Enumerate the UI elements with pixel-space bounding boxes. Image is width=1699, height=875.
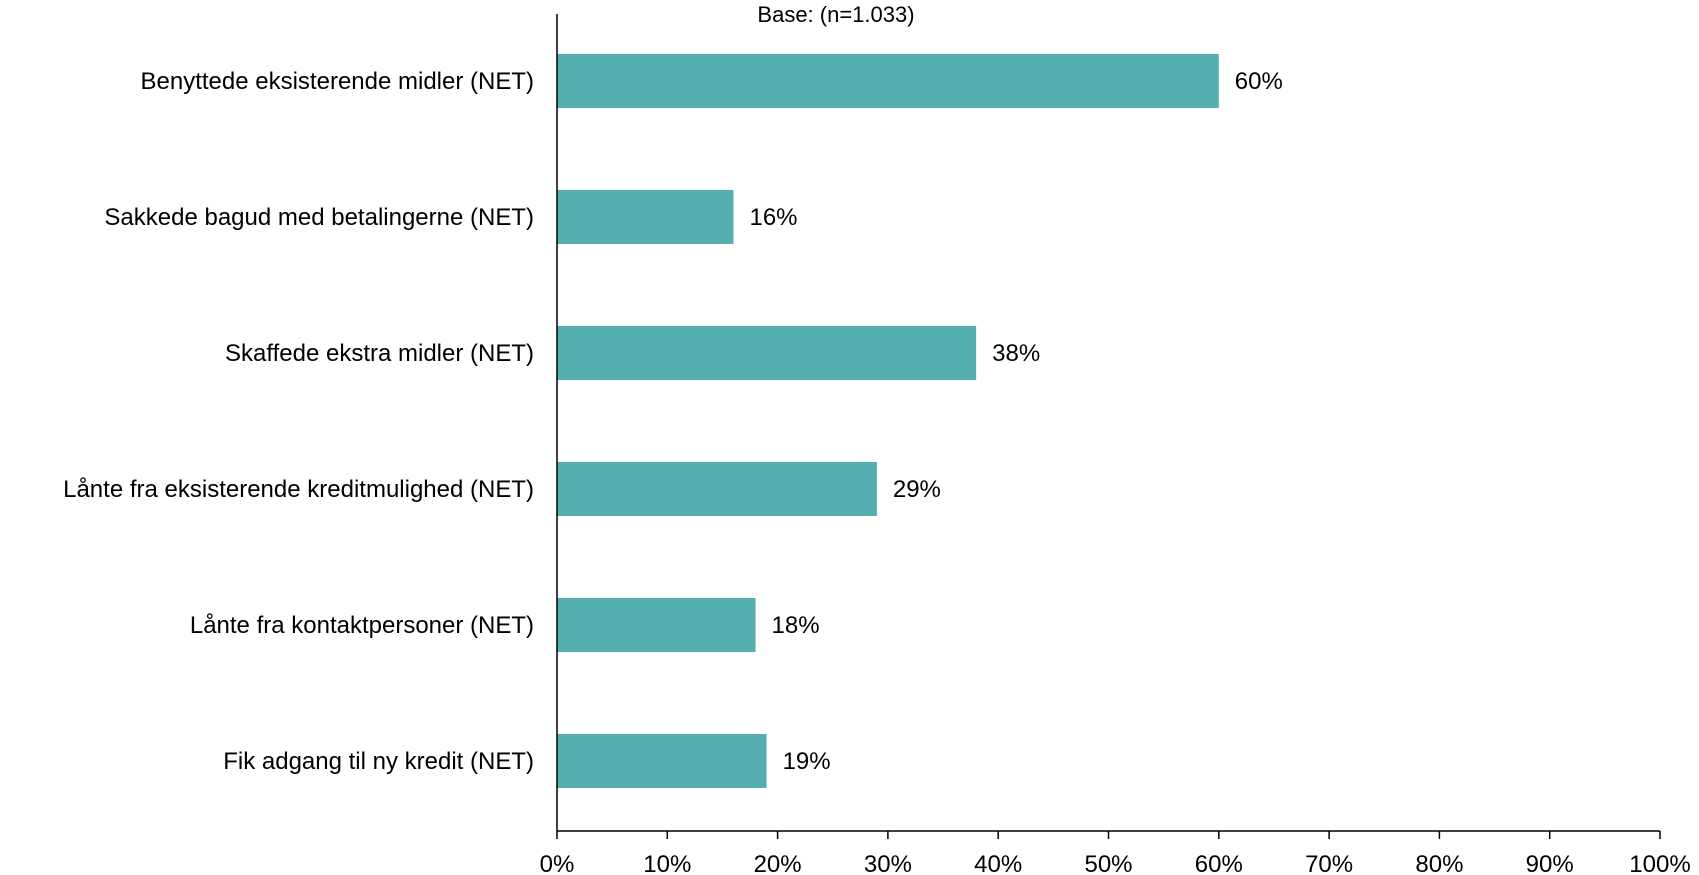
x-tick-label: 0% — [540, 851, 575, 875]
x-tick-label: 60% — [1195, 851, 1243, 875]
x-tick-label: 30% — [864, 851, 912, 875]
bar — [557, 462, 877, 516]
x-tick-label: 40% — [974, 851, 1022, 875]
x-tick-label: 80% — [1415, 851, 1463, 875]
category-label: Benyttede eksisterende midler (NET) — [141, 68, 535, 95]
category-label: Fik adgang til ny kredit (NET) — [223, 748, 534, 775]
x-tick-label: 10% — [643, 851, 691, 875]
x-tick-label: 20% — [754, 851, 802, 875]
x-tick-label: 100% — [1629, 851, 1690, 875]
value-label: 60% — [1235, 68, 1283, 95]
base-subtitle: Base: (n=1.033) — [757, 2, 914, 27]
bar — [557, 734, 767, 788]
bars-layer — [557, 54, 1219, 788]
category-labels: Benyttede eksisterende midler (NET) Sakke… — [63, 68, 534, 775]
value-label: 16% — [749, 204, 797, 231]
value-labels: 60% 16% 38% 29% 18% 19% — [749, 68, 1282, 775]
x-axis-ticks: 0% 10% 20% 30% 40% 50% 60% 70% 80% 90% 100% — [540, 831, 1691, 875]
x-tick-label: 50% — [1084, 851, 1132, 875]
x-tick-label: 90% — [1526, 851, 1574, 875]
value-label: 38% — [992, 340, 1040, 367]
category-label: Sakkede bagud med betalingerne (NET) — [104, 204, 534, 231]
category-label: Skaffede ekstra midler (NET) — [225, 340, 534, 367]
x-tick-label: 70% — [1305, 851, 1353, 875]
bar — [557, 326, 977, 380]
value-label: 29% — [893, 476, 941, 503]
category-label: Lånte fra kontaktpersoner (NET) — [190, 612, 534, 639]
bar — [557, 54, 1219, 108]
bar — [557, 598, 756, 652]
bar — [557, 190, 734, 244]
value-label: 18% — [772, 612, 820, 639]
value-label: 19% — [783, 748, 831, 775]
category-label: Lånte fra eksisterende kreditmulighed (N… — [63, 476, 534, 503]
